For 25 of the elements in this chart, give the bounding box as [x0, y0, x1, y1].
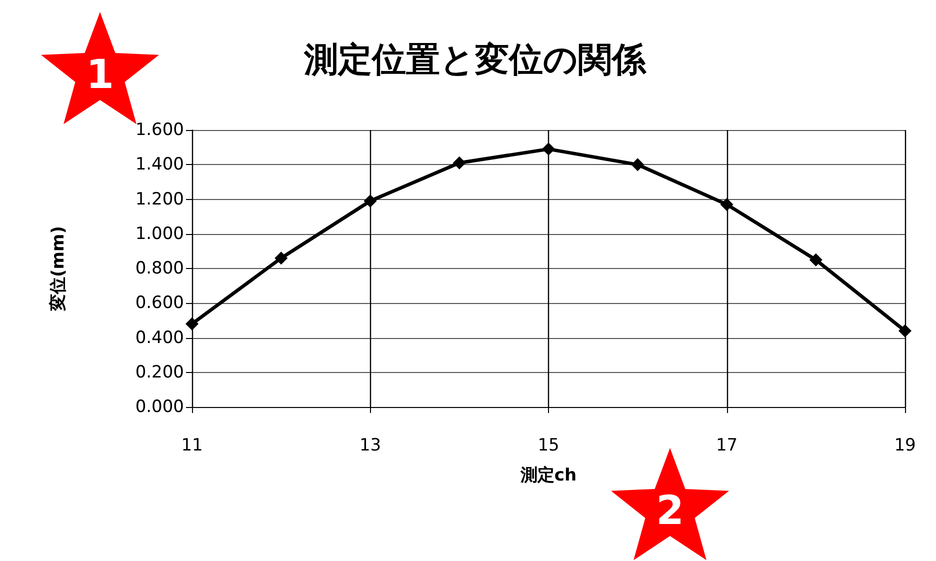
chart-title: 測定位置と変位の関係 [303, 40, 647, 80]
point [898, 324, 912, 338]
point [720, 198, 734, 211]
point [809, 253, 822, 266]
x-tick-label: 15 [538, 436, 560, 456]
x-tick-label: 13 [359, 436, 382, 456]
y-tick-label: 0.000 [135, 397, 184, 417]
point [542, 142, 555, 156]
y-tick-label: 0.400 [135, 328, 184, 348]
y-tick-label: 1.600 [135, 120, 184, 140]
point [186, 317, 198, 330]
y-tick-label: 1.000 [135, 224, 184, 244]
y-tick-label: 1.400 [135, 154, 184, 175]
y-tick-label: 0.200 [135, 362, 184, 382]
y-tick-label: 1.200 [135, 189, 184, 210]
x-tick-label: 19 [894, 436, 916, 456]
y-tick-label: 0.600 [135, 293, 184, 314]
point [274, 252, 288, 265]
y-tick-label: 0.800 [135, 258, 184, 278]
y-axis-title: 変位(mm) [48, 226, 68, 312]
point [364, 194, 377, 208]
x-tick-label: 11 [181, 436, 203, 456]
x-axis-title: 測定ch [519, 466, 577, 486]
point [452, 156, 466, 170]
point [631, 158, 644, 172]
